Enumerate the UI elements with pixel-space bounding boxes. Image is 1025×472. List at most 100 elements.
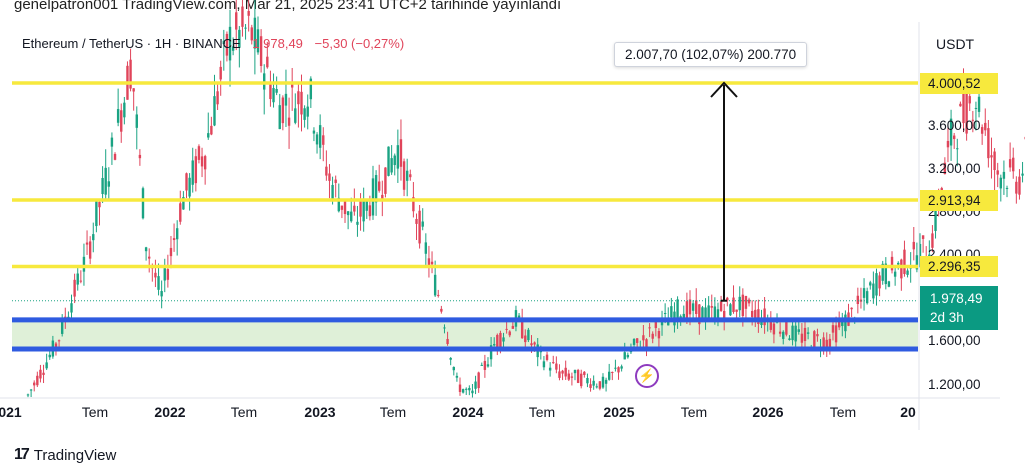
candle-body bbox=[238, 29, 241, 48]
candle-body bbox=[70, 303, 73, 313]
candle-body bbox=[340, 205, 344, 210]
candle-body bbox=[154, 272, 157, 278]
candle-body bbox=[785, 319, 788, 335]
candle-body bbox=[716, 309, 720, 320]
candle-body bbox=[887, 281, 891, 287]
current-price-badge: 1.978,49 2d 3h bbox=[920, 286, 998, 330]
candle-body bbox=[113, 153, 117, 160]
x-tick-label: Tem bbox=[379, 404, 407, 420]
candle-body bbox=[331, 184, 334, 201]
candle-body bbox=[458, 384, 462, 392]
candle-body bbox=[505, 328, 508, 330]
current-price-value: 1.978,49 bbox=[930, 291, 983, 306]
candle-body bbox=[1021, 173, 1024, 176]
candle-body bbox=[952, 135, 956, 140]
candle-body bbox=[921, 235, 925, 239]
candle-body bbox=[418, 210, 421, 244]
candle-body bbox=[598, 381, 602, 389]
x-tick-label: 2022 bbox=[154, 404, 186, 420]
measure-label: 2.007,70 (102,07%) 200.770 bbox=[614, 42, 808, 67]
symbol-info[interactable]: Ethereum / TetherUS · 1H · BINANCE 1.978… bbox=[22, 36, 404, 51]
candle-body bbox=[757, 309, 760, 325]
x-tick-label: Tem bbox=[680, 404, 708, 420]
candle-body bbox=[315, 134, 319, 145]
candle-body bbox=[455, 375, 459, 378]
candle-body bbox=[440, 308, 443, 312]
candle-body bbox=[287, 117, 291, 126]
candle-body bbox=[900, 259, 903, 279]
candle-body bbox=[850, 307, 853, 310]
candle-body bbox=[312, 130, 316, 134]
candle-body bbox=[881, 263, 884, 281]
price-chart[interactable] bbox=[0, 0, 1025, 430]
lightning-event-icon[interactable]: ⚡ bbox=[635, 364, 659, 388]
candle-body bbox=[437, 294, 440, 296]
candle-body bbox=[747, 299, 751, 304]
candle-body bbox=[735, 309, 738, 312]
footer-branding[interactable]: 17 TradingView bbox=[14, 446, 116, 464]
candle-body bbox=[29, 389, 33, 391]
candle-body bbox=[573, 369, 577, 374]
candle-body bbox=[996, 170, 999, 175]
candle-body bbox=[430, 261, 434, 265]
candle-body bbox=[393, 155, 396, 166]
candle-body bbox=[256, 29, 260, 53]
candle-body bbox=[182, 197, 185, 210]
candle-body bbox=[778, 331, 782, 334]
candle-body bbox=[278, 105, 281, 130]
candle-body bbox=[325, 166, 328, 176]
candle-body bbox=[592, 380, 595, 386]
candle-body bbox=[381, 194, 384, 200]
candle-body bbox=[346, 211, 350, 216]
candle-body bbox=[88, 241, 92, 259]
candle-body bbox=[806, 332, 810, 334]
candle-body bbox=[60, 319, 64, 334]
symbol-name: Ethereum / TetherUS · 1H · BINANCE bbox=[22, 36, 241, 51]
candle-body bbox=[856, 295, 860, 305]
x-tick-label: 021 bbox=[0, 404, 22, 420]
candle-body bbox=[722, 310, 726, 321]
candle-body bbox=[607, 371, 611, 380]
candle-body bbox=[135, 114, 138, 128]
candle-body bbox=[797, 329, 800, 332]
axis-currency[interactable]: USDT bbox=[936, 36, 975, 52]
candle-body bbox=[968, 96, 971, 104]
candle-body bbox=[859, 299, 863, 302]
candle-body bbox=[297, 91, 300, 105]
candle-body bbox=[353, 205, 356, 212]
y-tick-label: 3.600,00 bbox=[928, 118, 981, 134]
candle-body bbox=[200, 156, 204, 167]
candle-body bbox=[918, 243, 922, 266]
candle-body bbox=[322, 135, 325, 145]
candle-body bbox=[496, 334, 499, 347]
candle-body bbox=[73, 279, 76, 297]
candle-body bbox=[769, 321, 773, 330]
candle-body bbox=[841, 321, 844, 326]
candle-body bbox=[334, 179, 337, 183]
candle-body bbox=[474, 381, 477, 389]
candle-body bbox=[396, 145, 400, 169]
candle-body bbox=[471, 390, 474, 394]
x-tick-label: 2026 bbox=[752, 404, 784, 420]
candle-body bbox=[654, 322, 658, 329]
candle-body bbox=[626, 354, 630, 358]
candle-body bbox=[974, 107, 978, 109]
candle-body bbox=[688, 299, 692, 315]
candle-body bbox=[76, 273, 79, 285]
x-tick-label: 2023 bbox=[304, 404, 336, 420]
candle-body bbox=[949, 118, 953, 146]
candle-body bbox=[604, 379, 608, 384]
candle-body bbox=[98, 201, 101, 208]
candle-body bbox=[816, 334, 819, 337]
candle-body bbox=[350, 211, 353, 222]
candle-body bbox=[956, 148, 959, 150]
y-tick-label: 1.200,00 bbox=[928, 376, 981, 392]
candle-body bbox=[253, 17, 257, 49]
candle-body bbox=[169, 247, 173, 257]
level-price-badge: 4.000,52 bbox=[920, 73, 998, 94]
candle-body bbox=[542, 361, 546, 368]
candle-body bbox=[750, 310, 754, 318]
candle-body bbox=[409, 174, 412, 178]
candle-body bbox=[589, 384, 592, 388]
candle-body bbox=[101, 177, 104, 195]
